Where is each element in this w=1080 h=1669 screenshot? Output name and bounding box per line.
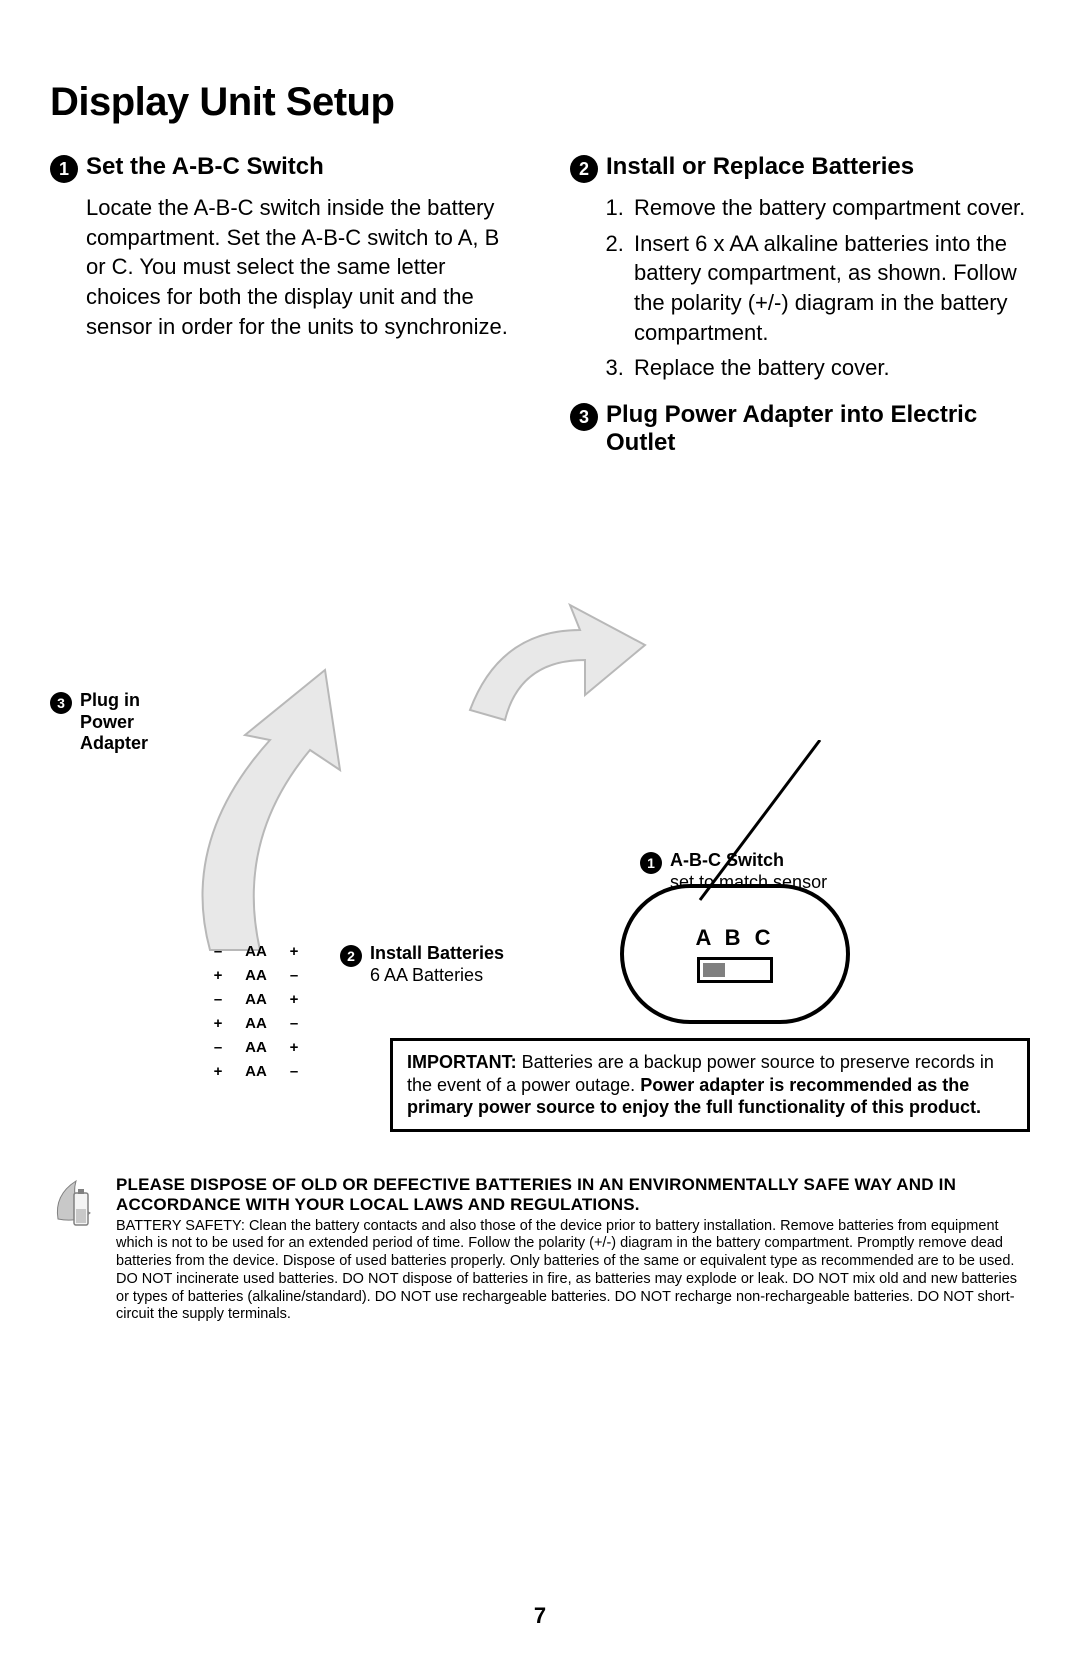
important-box: IMPORTANT: Batteries are a backup power … — [390, 1038, 1030, 1132]
callout2-sub: 6 AA Batteries — [370, 965, 504, 987]
step2-title: Install or Replace Batteries — [606, 153, 914, 181]
step2-item-2: Insert 6 x AA alkaline batteries into th… — [630, 229, 1030, 348]
arrow-large-icon — [150, 660, 410, 960]
step2-list: Remove the battery compartment cover. In… — [630, 193, 1030, 383]
callout1-bullet: 1 — [640, 852, 662, 874]
step3-bullet: 3 — [570, 403, 598, 431]
callout2-bullet: 2 — [340, 945, 362, 967]
eco-battery-icon — [50, 1175, 102, 1235]
step1-title: Set the A-B-C Switch — [86, 153, 324, 181]
step3-title: Plug Power Adapter into Electric Outlet — [606, 401, 1030, 457]
callout-3: 3 Plug in Power Adapter — [50, 690, 148, 755]
callout1-title: A-B-C Switch — [670, 850, 827, 872]
dispose-bold: PLEASE DISPOSE OF OLD OR DEFECTIVE BATTE… — [116, 1175, 1030, 1216]
battery-row-3: +AA– — [210, 1012, 302, 1036]
step1-bullet: 1 — [50, 155, 78, 183]
callout3-line1: Plug in — [80, 690, 148, 712]
page-number: 7 — [0, 1603, 1080, 1629]
battery-row-1: +AA– — [210, 964, 302, 988]
abc-slider-icon — [697, 957, 773, 983]
left-column: 1 Set the A-B-C Switch Locate the A-B-C … — [50, 153, 510, 467]
abc-switch-diagram: A B C — [620, 884, 850, 1024]
step3-head: 3 Plug Power Adapter into Electric Outle… — [570, 401, 1030, 457]
battery-row-2: –AA+ — [210, 988, 302, 1012]
page-title: Display Unit Setup — [50, 80, 1030, 125]
right-column: 2 Install or Replace Batteries Remove th… — [570, 153, 1030, 467]
step2-head: 2 Install or Replace Batteries — [570, 153, 1030, 183]
callout3-bullet: 3 — [50, 692, 72, 714]
battery-grid: –AA+ +AA– –AA+ +AA– –AA+ +AA– — [210, 940, 302, 1084]
callout2-title: Install Batteries — [370, 943, 504, 965]
step1-head: 1 Set the A-B-C Switch — [50, 153, 510, 183]
arrow-small-icon — [450, 590, 650, 730]
battery-row-4: –AA+ — [210, 1036, 302, 1060]
callout3-line2: Power — [80, 712, 148, 734]
step2-item-3: Replace the battery cover. — [630, 353, 1030, 383]
abc-label: A B C — [695, 925, 774, 951]
important-label: IMPORTANT: — [407, 1052, 517, 1072]
callout3-line3: Adapter — [80, 733, 148, 755]
dispose-section: PLEASE DISPOSE OF OLD OR DEFECTIVE BATTE… — [50, 1175, 1030, 1324]
columns: 1 Set the A-B-C Switch Locate the A-B-C … — [50, 153, 1030, 467]
dispose-body: BATTERY SAFETY: Clean the battery contac… — [116, 1218, 1030, 1324]
callout-2: 2 Install Batteries 6 AA Batteries — [340, 943, 504, 986]
battery-row-0: –AA+ — [210, 940, 302, 964]
battery-row-5: +AA– — [210, 1060, 302, 1084]
diagram: 3 Plug in Power Adapter 2 Install Batter… — [50, 560, 1030, 1150]
step2-item-1: Remove the battery compartment cover. — [630, 193, 1030, 223]
step2-bullet: 2 — [570, 155, 598, 183]
step1-body: Locate the A-B-C switch inside the batte… — [86, 193, 510, 341]
